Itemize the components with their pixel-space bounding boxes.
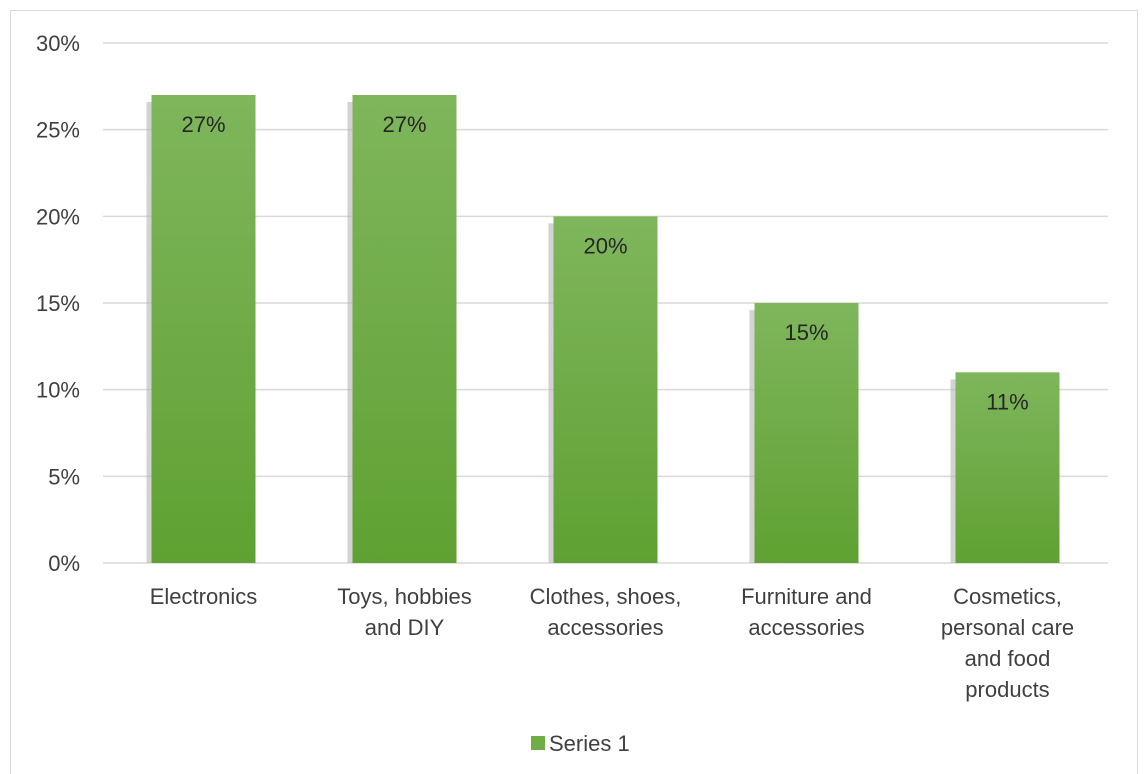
- y-axis-ticks: 0% 5% 10% 15% 20% 25% 30%: [36, 31, 80, 576]
- y-tick-label: 0%: [48, 551, 80, 576]
- bar-data-label: 27%: [382, 112, 426, 137]
- y-tick-label: 5%: [48, 464, 80, 489]
- bar-data-label: 20%: [583, 233, 627, 258]
- bar-data-label: 15%: [784, 320, 828, 345]
- bar-data-label: 27%: [181, 112, 225, 137]
- bar: [955, 372, 1060, 563]
- x-category-label: Electronics: [150, 584, 258, 609]
- x-category-label: Clothes, shoes, accessories: [530, 584, 682, 640]
- bar-data-label: 11%: [986, 389, 1028, 414]
- legend-swatch: [531, 736, 545, 750]
- x-category-label: Furniture and accessories: [741, 584, 872, 640]
- y-tick-label: 10%: [36, 378, 80, 403]
- y-tick-label: 15%: [36, 291, 80, 316]
- legend: Series 1: [531, 731, 630, 756]
- bar: [151, 95, 256, 563]
- bars: [146, 95, 1060, 564]
- x-category-label: Toys, hobbies and DIY: [337, 584, 472, 640]
- bar: [754, 303, 859, 563]
- x-axis-categories: Electronics Toys, hobbies and DIY Clothes, …: [150, 584, 1074, 702]
- x-category-label: Cosmetics, personal care and food products: [941, 584, 1074, 702]
- y-tick-label: 20%: [36, 204, 80, 229]
- data-labels: 27% 27% 20% 15% 11%: [181, 112, 1028, 414]
- bar: [553, 216, 658, 564]
- legend-label: Series 1: [549, 731, 630, 756]
- bar: [352, 95, 457, 563]
- y-tick-label: 25%: [36, 118, 80, 143]
- y-tick-label: 30%: [36, 31, 80, 56]
